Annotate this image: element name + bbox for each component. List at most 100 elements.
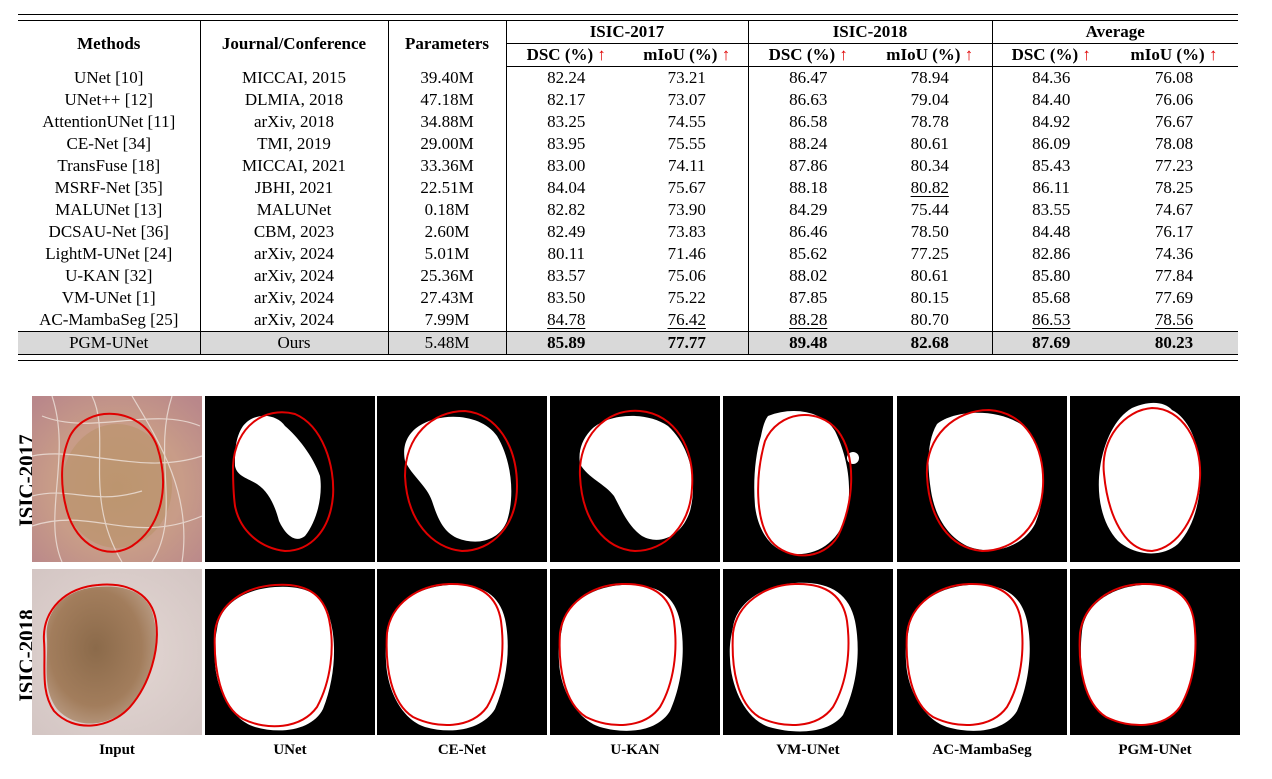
metric-value: 83.55 — [1032, 200, 1071, 219]
second-best-value: 88.28 — [789, 310, 828, 329]
table-row: CE-Net [34] TMI, 2019 29.00M 83.95 75.55 88.2… — [18, 133, 1238, 155]
venue: arXiv, 2024 — [200, 309, 389, 332]
table-row: AC-MambaSeg [25] arXiv, 2024 7.99M 84.78 76.… — [18, 309, 1238, 332]
metric-label: DSC (%) — [1011, 45, 1079, 64]
metric-value: 84.04 — [547, 178, 586, 197]
metric-value: 88.24 — [789, 134, 828, 153]
header-methods: Methods — [18, 20, 201, 67]
metric-value: 84.92 — [1032, 112, 1071, 131]
up-arrow-icon: ↑ — [1208, 45, 1218, 64]
table-row: TransFuse [18] MICCAI, 2021 33.36M 83.00 74.… — [18, 155, 1238, 177]
metric-value: 85.43 — [1032, 156, 1071, 175]
metric-value: 83.57 — [547, 266, 586, 285]
metric-value: 80.61 — [868, 265, 993, 287]
metric-value: 76.67 — [1154, 112, 1194, 131]
metric-value: 84.78 — [506, 309, 626, 332]
metric-value: 79.04 — [868, 89, 993, 111]
venue: arXiv, 2018 — [200, 111, 389, 133]
metric-value: 77.25 — [868, 243, 993, 265]
header-average-dsc: DSC (%) ↑ — [992, 43, 1110, 67]
mask-acmambaseg-isic2018 — [897, 569, 1067, 735]
metric-value: 80.34 — [868, 155, 993, 177]
method-name: MALUNet [13] — [18, 199, 201, 221]
param-count: 33.36M — [388, 155, 507, 177]
method-name: AC-MambaSeg [25] — [18, 309, 201, 332]
metric-value: 88.02 — [789, 266, 828, 285]
metric-value: 77.84 — [1154, 266, 1194, 285]
metric-value: 73.21 — [626, 66, 749, 89]
metric-value: 76.17 — [1154, 222, 1194, 241]
header-isic2017-miou: mIoU (%) ↑ — [626, 43, 749, 67]
caption-vmunet: VM-UNet — [776, 742, 840, 758]
metric-value: 83.50 — [547, 288, 586, 307]
metric-header-row: DSC (%) ↑ mIoU (%) ↑ DSC (%) ↑ mIoU (%) ↑ DS… — [18, 43, 1238, 67]
param-count: 25.36M — [388, 265, 507, 287]
venue: arXiv, 2024 — [200, 265, 389, 287]
metric-label: DSC (%) — [526, 45, 594, 64]
metric-label: mIoU (%) — [1130, 45, 1205, 64]
param-count: 5.01M — [388, 243, 507, 265]
metric-value: 85.68 — [1032, 288, 1071, 307]
second-best-value: 86.53 — [1032, 310, 1071, 329]
method-name: LightM-UNet [24] — [18, 243, 201, 265]
caption-cenet: CE-Net — [437, 742, 487, 758]
metric-value: 74.67 — [1154, 200, 1194, 219]
caption-acmambaseg: AC-MambaSeg — [932, 742, 1032, 758]
best-value: 85.89 — [506, 331, 626, 355]
method-name: DCSAU-Net [36] — [18, 221, 201, 243]
second-best-value: 78.56 — [1154, 310, 1194, 329]
metric-label: DSC (%) — [768, 45, 836, 64]
table-row: LightM-UNet [24] arXiv, 2024 5.01M 80.11 71.… — [18, 243, 1238, 265]
method-name: VM-UNet [1] — [18, 287, 201, 309]
metric-value: 75.44 — [868, 199, 993, 221]
venue: MALUNet — [200, 199, 389, 221]
metric-value: 75.55 — [626, 133, 749, 155]
metric-value: 83.00 — [547, 156, 586, 175]
metric-value: 74.11 — [626, 155, 749, 177]
param-count: 27.43M — [388, 287, 507, 309]
metric-value: 74.36 — [1154, 244, 1194, 263]
up-arrow-icon: ↑ — [597, 45, 606, 64]
header-isic2018-miou: mIoU (%) ↑ — [868, 43, 993, 67]
metric-value: 84.40 — [1032, 90, 1071, 109]
up-arrow-icon: ↑ — [1082, 45, 1091, 64]
metric-value: 73.07 — [626, 89, 749, 111]
caption-input: Input — [99, 742, 135, 758]
method-name: UNet [10] — [18, 66, 201, 89]
second-best-value: 76.42 — [667, 310, 706, 329]
method-name: MSRF-Net [35] — [18, 177, 201, 199]
mask-ukan-isic2017 — [550, 396, 720, 562]
table-row: UNet [10] MICCAI, 2015 39.40M 82.24 73.21 86.… — [18, 66, 1238, 89]
metric-value: 73.83 — [626, 221, 749, 243]
metric-value: 78.08 — [1154, 134, 1194, 153]
input-image-isic2018 — [32, 569, 202, 735]
metric-value: 75.22 — [626, 287, 749, 309]
best-value: 82.68 — [868, 331, 993, 355]
param-count: 2.60M — [388, 221, 507, 243]
metric-label: mIoU (%) — [886, 45, 961, 64]
metric-value: 78.25 — [1154, 178, 1194, 197]
metric-value: 83.95 — [547, 134, 586, 153]
metric-value: 86.46 — [789, 222, 828, 241]
method-name: TransFuse [18] — [18, 155, 201, 177]
mask-pgmunet-isic2017 — [1070, 396, 1240, 562]
second-best-value: 84.78 — [547, 310, 586, 329]
table-body: UNet [10] MICCAI, 2015 39.40M 82.24 73.21 86.… — [18, 66, 1238, 355]
table-row: AttentionUNet [11] arXiv, 2018 34.88M 83.25… — [18, 111, 1238, 133]
header-venue: Journal/Conference — [200, 20, 389, 67]
mask-vmunet-isic2017 — [723, 396, 893, 562]
metric-value: 77.23 — [1154, 156, 1194, 175]
header-isic2018: ISIC-2018 — [748, 20, 993, 44]
param-count: 7.99M — [388, 309, 507, 332]
table-row: DCSAU-Net [36] CBM, 2023 2.60M 82.49 73.83 86… — [18, 221, 1238, 243]
venue: TMI, 2019 — [200, 133, 389, 155]
method-name: UNet++ [12] — [18, 89, 201, 111]
metric-value: 84.48 — [1032, 222, 1071, 241]
metric-value: 75.67 — [626, 177, 749, 199]
metric-value: 71.46 — [626, 243, 749, 265]
up-arrow-icon: ↑ — [839, 45, 848, 64]
table-row-ours: PGM-UNet Ours 5.48M 85.89 77.77 89.48 82.68 87.… — [18, 331, 1238, 355]
up-arrow-icon: ↑ — [964, 45, 974, 64]
metric-value: 85.62 — [789, 244, 828, 263]
metric-value: 80.70 — [868, 309, 993, 332]
